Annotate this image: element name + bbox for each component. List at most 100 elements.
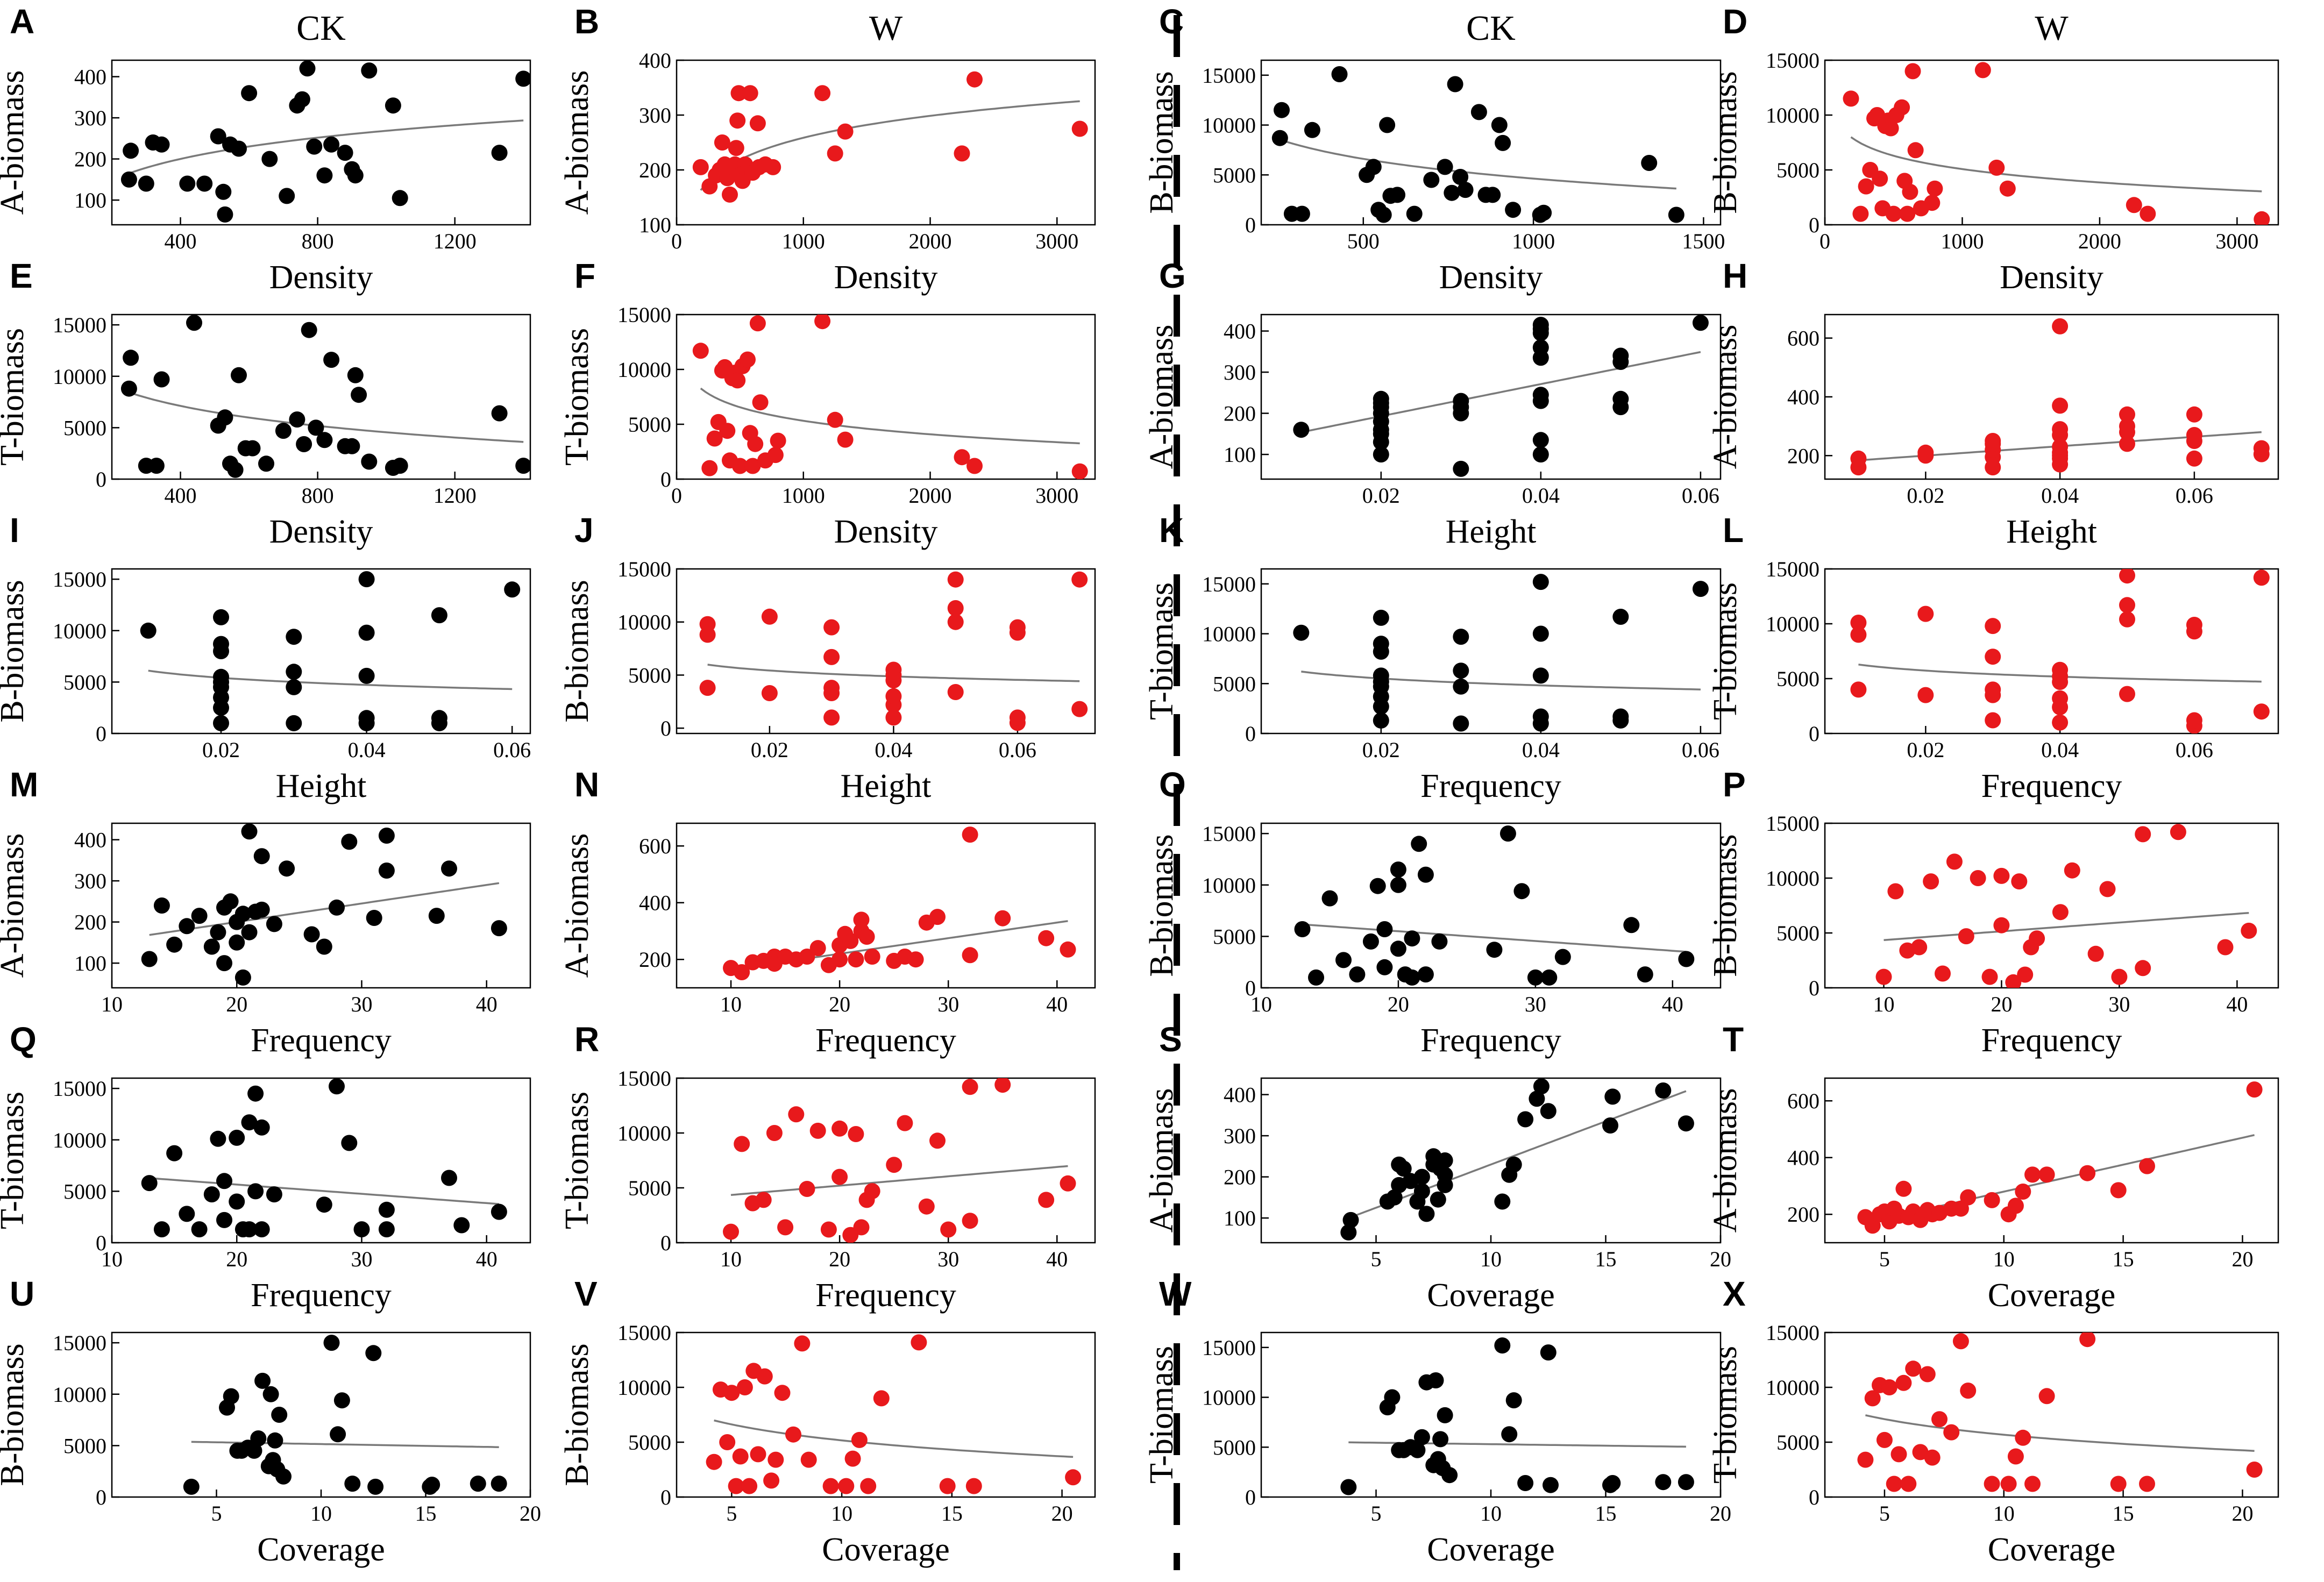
- panel-letter: J: [574, 511, 594, 550]
- data-point: [301, 322, 317, 338]
- data-point: [262, 1386, 279, 1402]
- data-point: [1501, 1426, 1518, 1443]
- data-point: [756, 1368, 773, 1385]
- data-point: [1602, 1117, 1618, 1134]
- x-tick-label: 1000: [782, 483, 825, 508]
- data-point: [1543, 1477, 1559, 1493]
- data-point: [1852, 205, 1869, 222]
- data-point: [729, 112, 746, 129]
- y-tick-label: 15000: [1766, 557, 1820, 581]
- data-point: [1604, 1088, 1621, 1105]
- data-point: [719, 423, 736, 439]
- data-point: [258, 455, 274, 472]
- plot-frame: [676, 313, 1096, 480]
- data-point: [1071, 463, 1088, 479]
- data-point: [1452, 169, 1469, 185]
- x-tick-label: 10: [831, 1501, 852, 1526]
- data-point: [1985, 712, 2001, 729]
- data-point: [2135, 826, 2151, 843]
- data-point: [1009, 709, 1026, 726]
- data-point: [341, 1135, 358, 1151]
- data-point: [366, 910, 382, 926]
- data-point: [1437, 159, 1453, 175]
- y-tick-label: 15000: [1202, 1336, 1256, 1360]
- data-point: [734, 1136, 750, 1152]
- x-axis-title: Coverage: [1427, 1531, 1555, 1568]
- x-tick-label: 1200: [433, 229, 477, 253]
- panel-letter: G: [1159, 256, 1186, 295]
- data-point: [2024, 1166, 2041, 1183]
- y-axis-title: T-biomass: [0, 1092, 31, 1229]
- data-point: [755, 1192, 772, 1208]
- x-tick-label: 0.04: [348, 738, 386, 762]
- data-point: [1331, 66, 1348, 82]
- data-point: [2110, 1182, 2127, 1199]
- data-point: [2253, 440, 2270, 457]
- panel-p: 10 20 30 40 0 5000 10000 15000 P Frequency B-bioma…: [1707, 765, 2279, 1059]
- data-point: [1692, 581, 1709, 597]
- data-point: [330, 1426, 346, 1443]
- data-point: [261, 151, 278, 167]
- data-point: [2119, 597, 2135, 614]
- data-point: [215, 183, 232, 200]
- data-point: [1894, 99, 1910, 116]
- data-point: [253, 848, 270, 865]
- x-tick-label: 400: [165, 229, 197, 253]
- data-point: [1911, 939, 1928, 956]
- plot-frame: [1824, 1331, 2279, 1498]
- x-axis-title: Density: [834, 259, 938, 296]
- data-point: [1850, 615, 1867, 631]
- data-point: [2015, 1429, 2031, 1446]
- data-point: [1395, 1160, 1412, 1177]
- data-point: [2246, 1462, 2263, 1478]
- data-point: [1886, 1476, 1902, 1492]
- x-tick-label: 0.06: [2176, 738, 2213, 762]
- data-point: [994, 1078, 1011, 1093]
- data-point: [378, 1201, 395, 1218]
- data-point: [728, 1478, 744, 1494]
- y-axis-title: A-biomass: [1707, 325, 1744, 469]
- panel-letter: X: [1723, 1274, 1746, 1313]
- data-point: [1984, 1476, 2000, 1492]
- data-point: [120, 380, 137, 397]
- data-point: [378, 863, 395, 879]
- y-axis-title: B-biomass: [559, 580, 595, 722]
- data-point: [2017, 966, 2034, 983]
- data-point: [227, 461, 244, 478]
- plot-frame: [676, 1331, 1096, 1498]
- y-tick-label: 0: [96, 722, 106, 746]
- fit-line: [1301, 671, 1701, 690]
- y-axis-title: B-biomass: [1143, 71, 1180, 213]
- data-point: [1271, 130, 1288, 146]
- data-point: [766, 1125, 783, 1141]
- data-point: [763, 1472, 780, 1489]
- data-point: [2038, 1166, 2055, 1183]
- panel-letter: F: [574, 256, 595, 295]
- data-point: [1924, 1449, 1941, 1466]
- data-point: [1919, 1366, 1936, 1383]
- data-point: [286, 715, 302, 731]
- data-point: [1274, 102, 1290, 118]
- data-point: [1417, 966, 1434, 983]
- data-point: [428, 908, 445, 924]
- data-point: [1494, 1337, 1511, 1354]
- data-point: [2087, 945, 2104, 962]
- x-tick-label: 5: [1879, 1247, 1890, 1271]
- data-point: [1432, 1431, 1449, 1448]
- data-point: [1532, 446, 1549, 463]
- data-point: [873, 1390, 890, 1407]
- panel-w: 5 10 15 20 0 5000 10000 15000 W Coverage T-biomass: [1143, 1274, 1731, 1568]
- data-point: [183, 1478, 200, 1495]
- x-tick-label: 0.04: [2041, 738, 2079, 762]
- x-axis-title: Frequency: [815, 1022, 956, 1059]
- y-tick-label: 0: [660, 1485, 671, 1509]
- y-tick-label: 200: [639, 947, 671, 972]
- x-tick-label: 0.06: [1682, 738, 1719, 762]
- data-point: [728, 140, 744, 156]
- data-point: [1943, 1424, 1960, 1441]
- data-point: [1532, 708, 1549, 725]
- data-point: [1895, 1374, 1912, 1391]
- fit-line: [700, 100, 1080, 191]
- x-tick-label: 1500: [1682, 229, 1725, 253]
- data-point: [1505, 1156, 1522, 1173]
